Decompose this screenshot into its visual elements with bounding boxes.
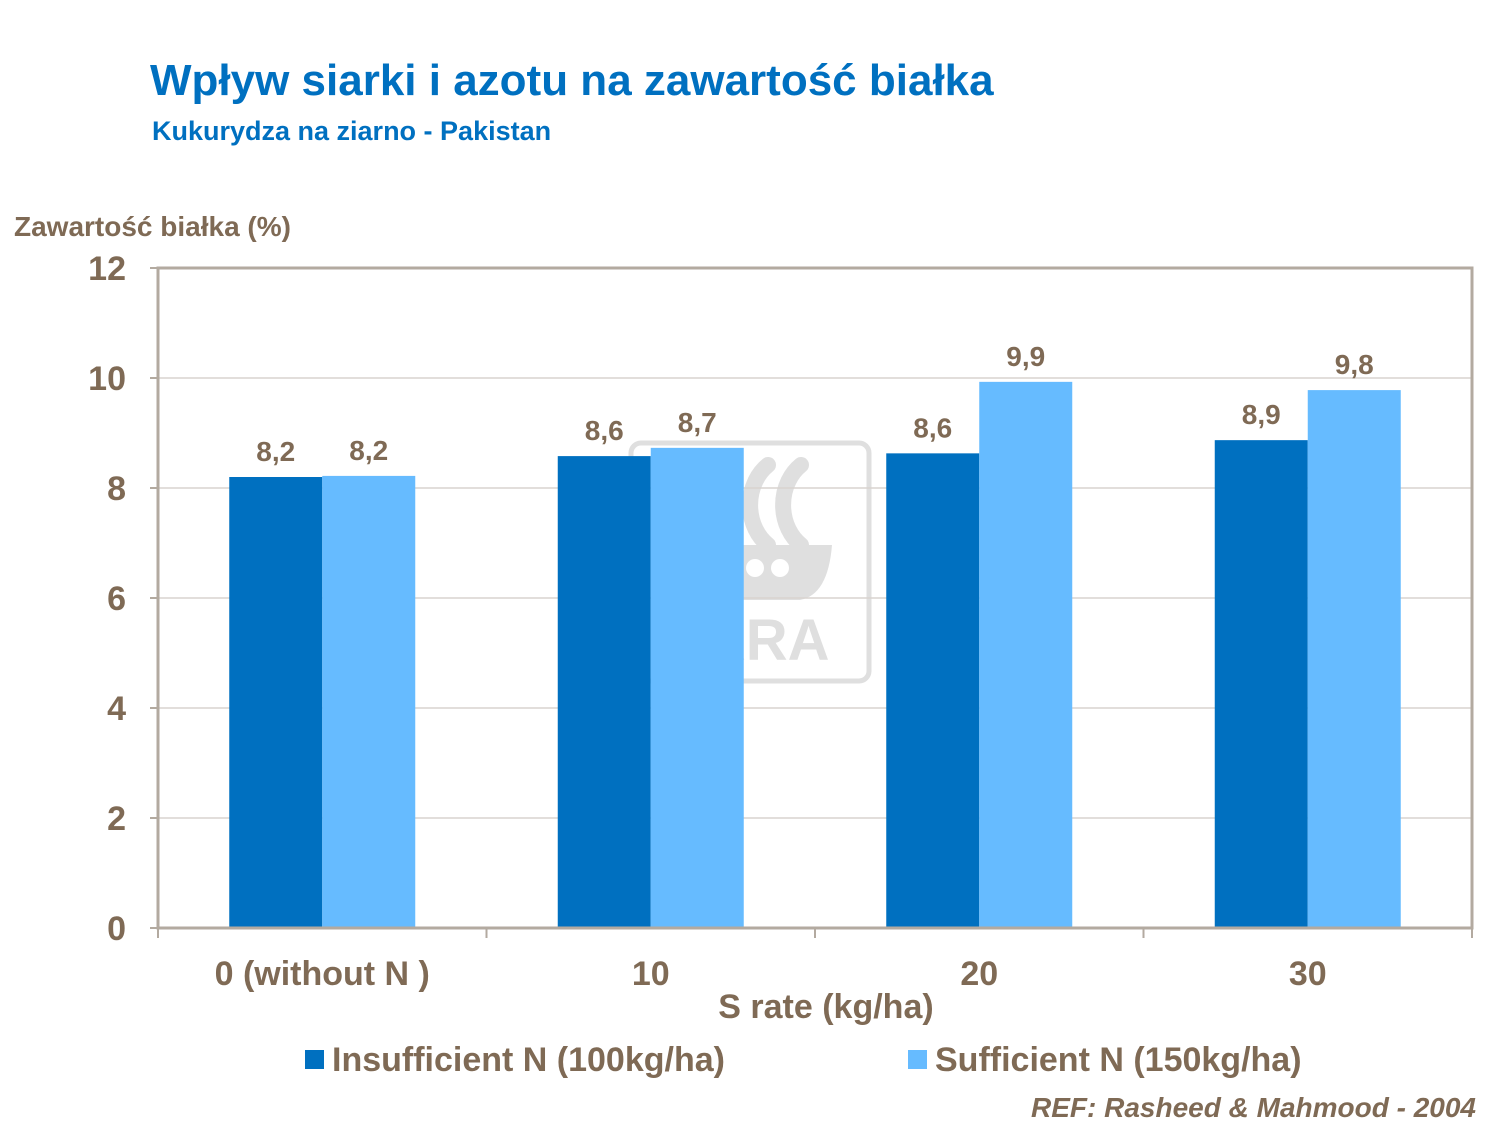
data-label-s1-c4: 8,9 bbox=[1242, 399, 1281, 430]
data-label-s2-c3: 9,9 bbox=[1006, 341, 1045, 372]
chart-subtitle: Kukurydza na ziarno - Pakistan bbox=[152, 116, 552, 146]
y-axis-label: Zawartość białka (%) bbox=[14, 211, 291, 242]
y-tick-label-12: 12 bbox=[88, 250, 126, 288]
legend-label-2: Sufficient N (150kg/ha) bbox=[935, 1041, 1302, 1079]
y-tick-label-6: 6 bbox=[107, 580, 126, 618]
y-tick-label-0: 0 bbox=[107, 910, 126, 948]
bar-s2-c1 bbox=[322, 475, 416, 928]
data-label-s2-c2: 8,7 bbox=[678, 407, 717, 438]
bar-s2-c4 bbox=[1307, 390, 1401, 929]
bar-s1-c1 bbox=[229, 477, 323, 928]
data-label-s2-c4: 9,8 bbox=[1335, 349, 1374, 380]
bar-s2-c3 bbox=[979, 381, 1073, 929]
reference-note: REF: Rasheed & Mahmood - 2004 bbox=[1031, 1092, 1476, 1123]
bar-s1-c4 bbox=[1214, 440, 1308, 928]
legend-swatch-2 bbox=[908, 1050, 927, 1069]
legend-swatch-1 bbox=[305, 1050, 324, 1069]
x-tick-label-4: 30 bbox=[1289, 955, 1327, 993]
chart-title: Wpływ siarki i azotu na zawartość białka bbox=[150, 56, 994, 105]
bar-s1-c3 bbox=[886, 453, 980, 928]
bar-s1-c2 bbox=[557, 456, 651, 928]
x-tick-label-1: 0 (without N ) bbox=[215, 955, 430, 993]
y-tick-label-2: 2 bbox=[107, 800, 126, 838]
legend: Insufficient N (100kg/ha) Sufficient N (1… bbox=[305, 1041, 1302, 1079]
legend-label-1: Insufficient N (100kg/ha) bbox=[332, 1041, 725, 1079]
bar-s2-c2 bbox=[650, 447, 744, 928]
y-tick-label-4: 4 bbox=[107, 690, 126, 728]
data-label-s2-c1: 8,2 bbox=[349, 435, 388, 466]
x-axis-label: S rate (kg/ha) bbox=[718, 988, 933, 1026]
y-tick-label-10: 10 bbox=[88, 360, 126, 398]
y-tick-label-8: 8 bbox=[107, 470, 126, 508]
x-tick-label-2: 10 bbox=[632, 955, 670, 993]
data-label-s1-c1: 8,2 bbox=[256, 436, 295, 467]
data-label-s1-c2: 8,6 bbox=[585, 415, 624, 446]
x-tick-label-3: 20 bbox=[960, 955, 998, 993]
data-label-s1-c3: 8,6 bbox=[913, 412, 952, 443]
